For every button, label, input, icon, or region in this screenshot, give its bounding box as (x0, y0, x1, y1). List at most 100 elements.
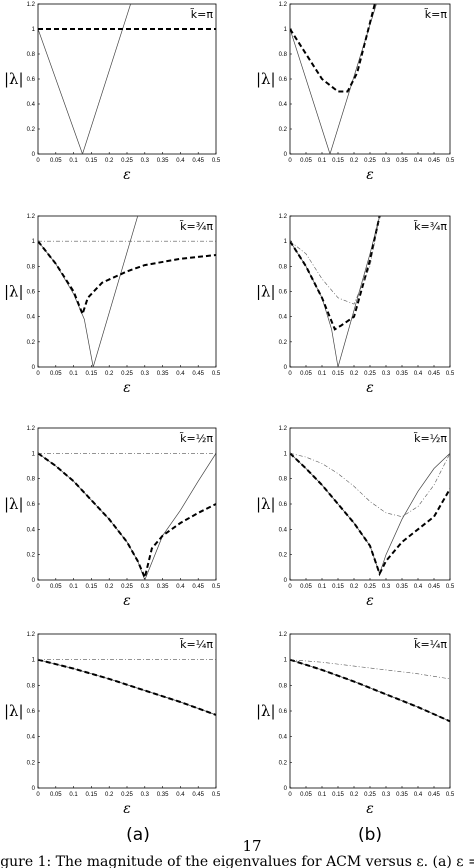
chart-b4-ytick-label: 0.6 (279, 709, 288, 715)
chart-a1-xtick-label: 0.2 (105, 158, 114, 164)
chart-b2-series-dashed (290, 216, 381, 331)
chart-b4-xtick-label: 0.5 (446, 792, 455, 798)
chart-b2-xtick-label: 0.3 (382, 371, 391, 377)
chart-a3-xtick-label: 0.15 (86, 584, 98, 590)
chart-a4-series-dashed (38, 658, 216, 716)
chart-a4-ytick-label: 1.2 (27, 632, 36, 638)
chart-a1-xtick-label: 0.4 (176, 158, 185, 164)
chart-a1-ytick-label: 1 (32, 27, 36, 33)
chart-b2-xtick-label: 0.1 (318, 371, 327, 377)
chart-b4-xtick-label: 0.05 (300, 792, 312, 798)
chart-b3-xlabel: ε (366, 593, 374, 609)
chart-a1-xtick-label: 0.5 (212, 158, 221, 164)
chart-a3-xtick-label: 0.3 (141, 584, 150, 590)
chart-a2-ytick-label: 1.2 (27, 214, 36, 220)
chart-b3-xtick-label: 0.15 (332, 584, 344, 590)
chart-a3-ylabel: |λ| (4, 495, 24, 513)
chart-a2-xtick-label: 0.3 (141, 371, 150, 377)
chart-a3-xtick-label: 0.25 (121, 584, 133, 590)
chart-b1-ytick-label: 0.4 (279, 102, 288, 108)
chart-a3-plot-area (38, 452, 216, 580)
chart-a1-ytick-label: 0.8 (27, 52, 36, 58)
chart-a2-ytick-label: 0.6 (27, 290, 36, 296)
chart-b3: 0 0.05 0.1 0.15 0.2 0.25 0.3 0.35 0.4 0.45 0.5 0 0.2… (256, 426, 455, 609)
chart-b1-k-annotation: k̃=π (424, 8, 447, 21)
chart-a2-k-annotation: k̃=¾π (179, 220, 213, 233)
chart-b3-k-annotation: k̃=½π (413, 432, 447, 445)
chart-b3-ytick-label: 1 (284, 451, 288, 457)
chart-a3-xtick-label: 0.45 (192, 584, 204, 590)
chart-b3-xtick-label: 0.25 (364, 584, 376, 590)
chart-a3-ytick-label: 0.8 (27, 477, 36, 483)
chart-b1-plot-area (290, 4, 377, 154)
chart-a2-xtick-label: 0 (36, 371, 40, 377)
chart-b4-xtick-label: 0.2 (350, 792, 359, 798)
chart-a2-ytick-label: 1 (32, 239, 36, 245)
chart-b1-xtick-label: 0.4 (414, 158, 423, 164)
chart-b4-k-annotation: k̃=¼π (413, 638, 447, 651)
chart-a2-xtick-label: 0.05 (50, 371, 62, 377)
chart-b4: 0 0.05 0.1 0.15 0.2 0.25 0.3 0.35 0.4 0.45 0.5 0 0.2… (256, 632, 455, 817)
chart-a4-ytick-label: 0.4 (27, 735, 36, 741)
chart-a1-xtick-label: 0 (36, 158, 40, 164)
chart-b4-xtick-label: 0 (288, 792, 292, 798)
chart-a2-axes-frame (37, 215, 217, 368)
chart-b1-series-solid (290, 4, 377, 154)
chart-b2-xtick-label: 0.25 (364, 371, 376, 377)
chart-a3-xtick-label: 0.1 (69, 584, 78, 590)
chart-b4-xtick-label: 0.1 (318, 792, 327, 798)
chart-b4-series-dashdot (290, 659, 450, 680)
chart-a4-ytick-label: 0 (32, 786, 36, 792)
page-number: 17 (242, 837, 261, 855)
chart-b4-series-solid (290, 659, 450, 722)
chart-panels: 0 0.05 0.1 0.15 0.2 0.25 0.3 0.35 0.4 0.45 0.5 0 0.2… (4, 2, 455, 817)
chart-b3-xtick-label: 0.35 (396, 584, 408, 590)
chart-a1-xtick-label: 0.15 (86, 158, 98, 164)
chart-b2-xtick-label: 0.4 (414, 371, 423, 377)
chart-a2-xtick-label: 0.2 (105, 371, 114, 377)
chart-a1-series-solid (38, 4, 131, 154)
chart-a3: 0 0.05 0.1 0.15 0.2 0.25 0.3 0.35 0.4 0.45 0.5 0 0.2… (4, 426, 221, 609)
chart-b3-xtick-label: 0.2 (350, 584, 359, 590)
chart-a1-ytick-label: 0.4 (27, 102, 36, 108)
chart-b1-series-dashed (290, 4, 376, 93)
chart-b4-xtick-label: 0.15 (332, 792, 344, 798)
chart-a2-xtick-label: 0.35 (157, 371, 169, 377)
chart-a2-ytick-label: 0.8 (27, 264, 36, 270)
chart-b1-ytick-label: 1 (284, 27, 288, 33)
chart-b4-xtick-label: 0.3 (382, 792, 391, 798)
chart-a4-xtick-label: 0 (36, 792, 40, 798)
chart-b3-axes-frame (289, 427, 451, 581)
chart-a4-xtick-label: 0.05 (50, 792, 62, 798)
chart-a1-ytick-label: 0.6 (27, 77, 36, 83)
chart-b1-xtick-label: 0.3 (382, 158, 391, 164)
chart-b1: 0 0.05 0.1 0.15 0.2 0.25 0.3 0.35 0.4 0.45 0.5 0 0.2… (256, 2, 455, 183)
chart-a4-ylabel: |λ| (4, 702, 24, 720)
chart-a2-xtick-label: 0.25 (121, 371, 133, 377)
chart-a4-ytick-label: 0.6 (27, 709, 36, 715)
chart-a1-xtick-label: 0.35 (157, 158, 169, 164)
chart-a4: 0 0.05 0.1 0.15 0.2 0.25 0.3 0.35 0.4 0.45 0.5 0 0.2… (4, 632, 221, 817)
chart-a4-plot-area (38, 658, 216, 716)
chart-a1-xtick-label: 0.3 (141, 158, 150, 164)
chart-a1-ytick-label: 0.2 (27, 127, 36, 133)
chart-a3-ytick-label: 0.2 (27, 553, 36, 559)
chart-b2-xtick-label: 0.5 (446, 371, 455, 377)
chart-a2-ytick-label: 0.4 (27, 315, 36, 321)
chart-a4-ytick-label: 1 (32, 658, 36, 664)
chart-b4-xtick-label: 0.25 (364, 792, 376, 798)
chart-b4-plot-area (290, 658, 450, 723)
chart-a2-xtick-label: 0.5 (212, 371, 221, 377)
chart-b1-ytick-label: 0.6 (279, 77, 288, 83)
chart-a4-series-solid (38, 659, 216, 716)
chart-a3-xtick-label: 0.5 (212, 584, 221, 590)
chart-a3-axes-frame (37, 427, 217, 581)
chart-b4-ytick-label: 0 (284, 786, 288, 792)
chart-b1-xtick-label: 0.15 (332, 158, 344, 164)
chart-b3-ytick-label: 1.2 (279, 426, 288, 432)
chart-a4-xtick-label: 0.25 (121, 792, 133, 798)
chart-b1-xtick-label: 0.5 (446, 158, 455, 164)
chart-a4-ytick-label: 0.2 (27, 760, 36, 766)
chart-a1: 0 0.05 0.1 0.15 0.2 0.25 0.3 0.35 0.4 0.45 0.5 0 0.2… (4, 2, 221, 183)
chart-a3-ytick-label: 1.2 (27, 426, 36, 432)
